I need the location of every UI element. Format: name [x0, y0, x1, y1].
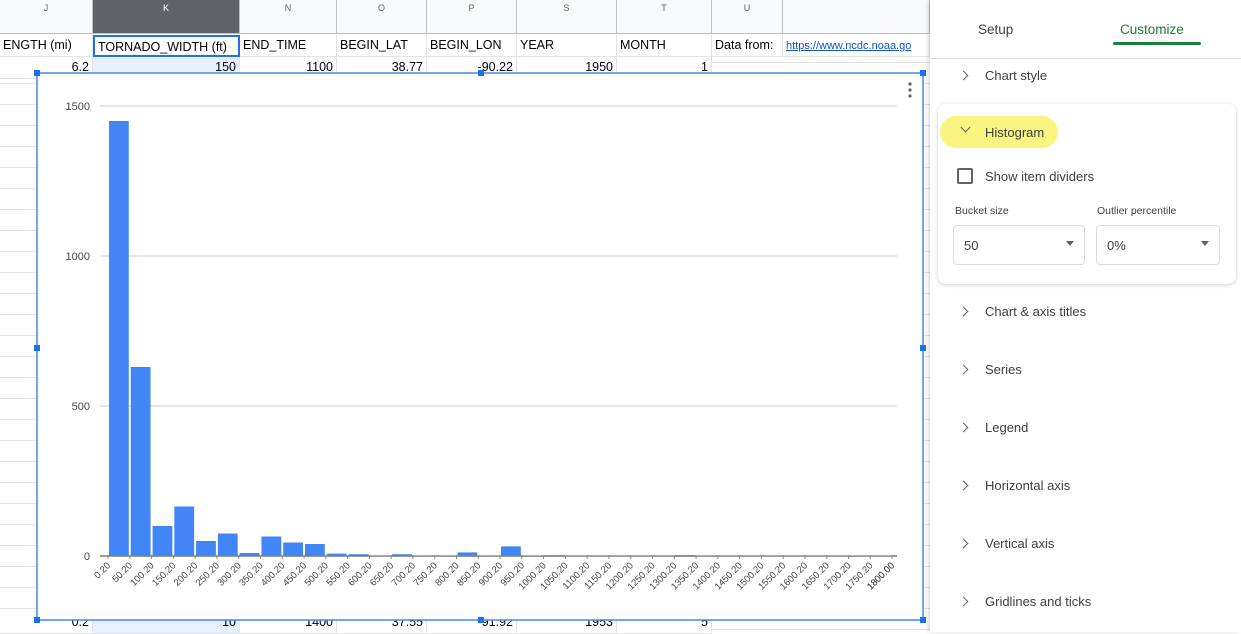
resize-handle[interactable]	[478, 617, 484, 623]
chevron	[960, 539, 968, 549]
resize-handle[interactable]	[920, 345, 926, 351]
dropdown-arrow	[1066, 241, 1074, 250]
bar	[349, 554, 369, 556]
bar	[283, 543, 303, 557]
checkbox[interactable]	[957, 168, 973, 184]
resize-handle[interactable]	[34, 70, 40, 76]
chevron	[960, 597, 968, 607]
menu-dot	[908, 88, 911, 91]
bar	[109, 121, 129, 556]
y-tick-label: 0	[84, 551, 90, 563]
resize-handle[interactable]	[34, 345, 40, 351]
chevron	[960, 481, 968, 491]
tab-customize[interactable]: Customize	[1120, 22, 1210, 37]
bar	[153, 526, 173, 556]
dropdown-arrow	[1201, 241, 1209, 250]
section-title: Series	[985, 362, 1022, 377]
section-title: Gridlines and ticks	[985, 594, 1091, 609]
bar	[457, 552, 477, 556]
section-title: Histogram	[985, 125, 1044, 140]
bar	[218, 534, 238, 557]
chevron	[960, 423, 968, 433]
field-label: Bucket size	[955, 205, 1075, 217]
section[interactable]: Vertical axis	[960, 534, 1220, 554]
section[interactable]: Gridlines and ticks	[960, 592, 1220, 612]
bar	[675, 555, 695, 556]
resize-handle[interactable]	[478, 70, 484, 76]
dropdown-value: 50	[964, 238, 978, 253]
menu-dot	[908, 94, 911, 97]
field-label: Outlier percentile	[1097, 205, 1227, 217]
divider	[930, 58, 1241, 59]
bar	[174, 507, 194, 557]
y-tick-label: 1000	[66, 251, 90, 263]
section-title: Chart style	[985, 68, 1047, 83]
chevron	[960, 307, 968, 317]
bar	[501, 546, 521, 556]
bar	[196, 541, 216, 556]
section[interactable]: Series	[960, 360, 1220, 380]
tab-underline	[1113, 42, 1201, 45]
section[interactable]: Horizontal axis	[960, 476, 1220, 496]
section-title: Chart & axis titles	[985, 304, 1086, 319]
resize-handle[interactable]	[920, 70, 926, 76]
menu-dot[interactable]	[908, 82, 911, 85]
section[interactable]: Histogram	[960, 122, 1080, 142]
resize-handle[interactable]	[920, 617, 926, 623]
dropdown-value: 0%	[1107, 238, 1126, 253]
bar	[131, 367, 151, 556]
tab-setup[interactable]: Setup	[978, 22, 1078, 37]
section-title: Horizontal axis	[985, 478, 1070, 493]
bar	[545, 555, 565, 556]
checkbox-label: Show item dividers	[985, 169, 1185, 184]
resize-handle[interactable]	[34, 617, 40, 623]
y-tick-label: 500	[72, 401, 90, 413]
section[interactable]: Legend	[960, 418, 1220, 438]
section-title: Legend	[985, 420, 1028, 435]
chart-editor-panel: Setup Customize Chart style Histogram Sh…	[930, 0, 1241, 632]
section-title: Vertical axis	[985, 536, 1054, 551]
section[interactable]: Chart style	[960, 66, 1220, 86]
y-tick-label: 1500	[66, 101, 90, 113]
bar	[240, 553, 260, 556]
outlier-dropdown[interactable]: 0%	[1096, 225, 1220, 265]
bucket-dropdown[interactable]: 50	[953, 225, 1085, 265]
chevron	[960, 365, 968, 375]
bar	[261, 537, 281, 557]
bar	[305, 544, 325, 556]
section[interactable]: Chart & axis titles	[960, 302, 1220, 322]
bar	[327, 554, 347, 556]
bar	[392, 554, 412, 556]
chart: 0500100015000.2050.20100.20150.20200.202…	[0, 0, 930, 632]
